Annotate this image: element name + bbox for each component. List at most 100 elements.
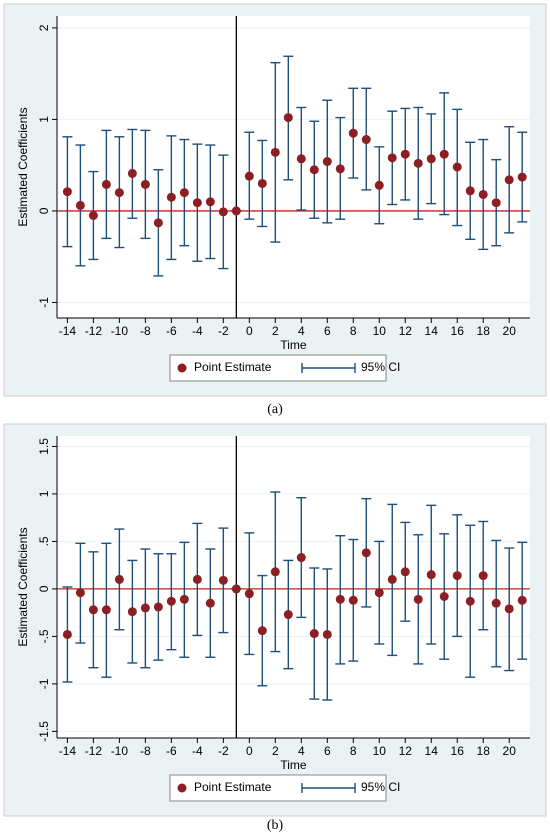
point-estimate <box>296 154 306 164</box>
point-estimate <box>62 629 72 639</box>
x-axis-title: Time <box>280 338 307 352</box>
y-tick-label: -1 <box>37 678 51 689</box>
point-estimate <box>179 594 189 604</box>
caption: (b) <box>267 818 284 833</box>
x-tick-label: 0 <box>246 744 253 758</box>
point-estimate <box>478 571 488 581</box>
point-estimate <box>75 200 85 210</box>
point-estimate <box>387 153 397 163</box>
x-tick-label: 20 <box>503 324 517 338</box>
x-tick-label: 18 <box>477 744 491 758</box>
point-estimate <box>504 604 514 614</box>
point-estimate <box>153 218 163 228</box>
x-tick-label: -4 <box>192 324 203 338</box>
x-tick-label: -8 <box>140 324 151 338</box>
point-estimate <box>218 575 228 585</box>
point-estimate <box>114 574 124 584</box>
x-tick-label: 18 <box>477 324 491 338</box>
y-tick-label: 2 <box>37 24 51 31</box>
x-tick-label: 2 <box>272 744 279 758</box>
point-estimate <box>322 629 332 639</box>
plot-area <box>57 436 530 738</box>
x-tick-label: 12 <box>399 744 413 758</box>
point-estimate <box>283 610 293 620</box>
point-estimate <box>270 147 280 157</box>
point-estimate <box>114 188 124 198</box>
point-estimate <box>257 626 267 636</box>
point-estimate <box>244 589 254 599</box>
point-estimate <box>439 149 449 159</box>
x-tick-label: 10 <box>373 324 387 338</box>
point-estimate <box>218 207 228 217</box>
point-estimate <box>387 574 397 584</box>
point-estimate <box>452 162 462 172</box>
point-estimate <box>309 165 319 175</box>
y-tick-label: -.5 <box>37 629 51 643</box>
x-tick-label: -8 <box>140 744 151 758</box>
point-estimate <box>166 596 176 606</box>
y-axis-title: Estimated Coefficients <box>16 107 30 226</box>
legend-label: 95% CI <box>361 360 400 374</box>
x-tick-label: 6 <box>324 324 331 338</box>
point-estimate <box>374 180 384 190</box>
point-estimate <box>400 567 410 577</box>
y-tick-label: -1 <box>37 297 51 308</box>
point-estimate <box>88 605 98 615</box>
x-tick-label: -10 <box>111 324 129 338</box>
legend-swatch <box>177 783 187 793</box>
point-estimate <box>205 197 215 207</box>
point-estimate <box>439 591 449 601</box>
x-tick-label: 6 <box>324 744 331 758</box>
legend-label: Point Estimate <box>194 780 272 794</box>
x-tick-label: -2 <box>218 324 229 338</box>
x-tick-label: 10 <box>373 744 387 758</box>
point-estimate <box>270 567 280 577</box>
point-estimate <box>127 168 137 178</box>
point-estimate <box>153 602 163 612</box>
y-tick-label: 1 <box>37 490 51 497</box>
plot-area <box>57 16 530 318</box>
point-estimate <box>465 596 475 606</box>
point-estimate <box>478 189 488 199</box>
x-tick-label: -10 <box>111 744 129 758</box>
x-tick-label: 8 <box>350 744 357 758</box>
point-estimate <box>140 179 150 189</box>
point-estimate <box>426 570 436 580</box>
point-estimate <box>335 164 345 174</box>
x-tick-label: 4 <box>298 744 305 758</box>
point-estimate <box>517 595 527 605</box>
x-tick-label: 12 <box>399 324 413 338</box>
legend-label: Point Estimate <box>194 360 272 374</box>
point-estimate <box>179 188 189 198</box>
point-estimate <box>413 594 423 604</box>
point-estimate <box>465 186 475 196</box>
y-tick-label: 0 <box>37 585 51 592</box>
point-estimate <box>309 629 319 639</box>
legend-swatch <box>177 363 187 373</box>
y-tick-label: .5 <box>37 536 51 546</box>
point-estimate <box>517 172 527 182</box>
point-estimate <box>257 178 267 188</box>
point-estimate <box>491 198 501 208</box>
point-estimate <box>127 607 137 617</box>
point-estimate <box>400 149 410 159</box>
y-tick-label: 0 <box>37 207 51 214</box>
point-estimate <box>231 584 241 594</box>
x-tick-label: -6 <box>166 744 177 758</box>
x-tick-label: 2 <box>272 324 279 338</box>
point-estimate <box>166 192 176 202</box>
point-estimate <box>348 595 358 605</box>
point-estimate <box>75 588 85 598</box>
x-tick-label: -6 <box>166 324 177 338</box>
point-estimate <box>491 598 501 608</box>
x-tick-label: -4 <box>192 744 203 758</box>
point-estimate <box>88 211 98 221</box>
x-tick-label: -14 <box>59 744 77 758</box>
point-estimate <box>374 588 384 598</box>
point-estimate <box>244 171 254 181</box>
x-tick-label: -12 <box>85 324 103 338</box>
legend-label: 95% CI <box>361 780 400 794</box>
